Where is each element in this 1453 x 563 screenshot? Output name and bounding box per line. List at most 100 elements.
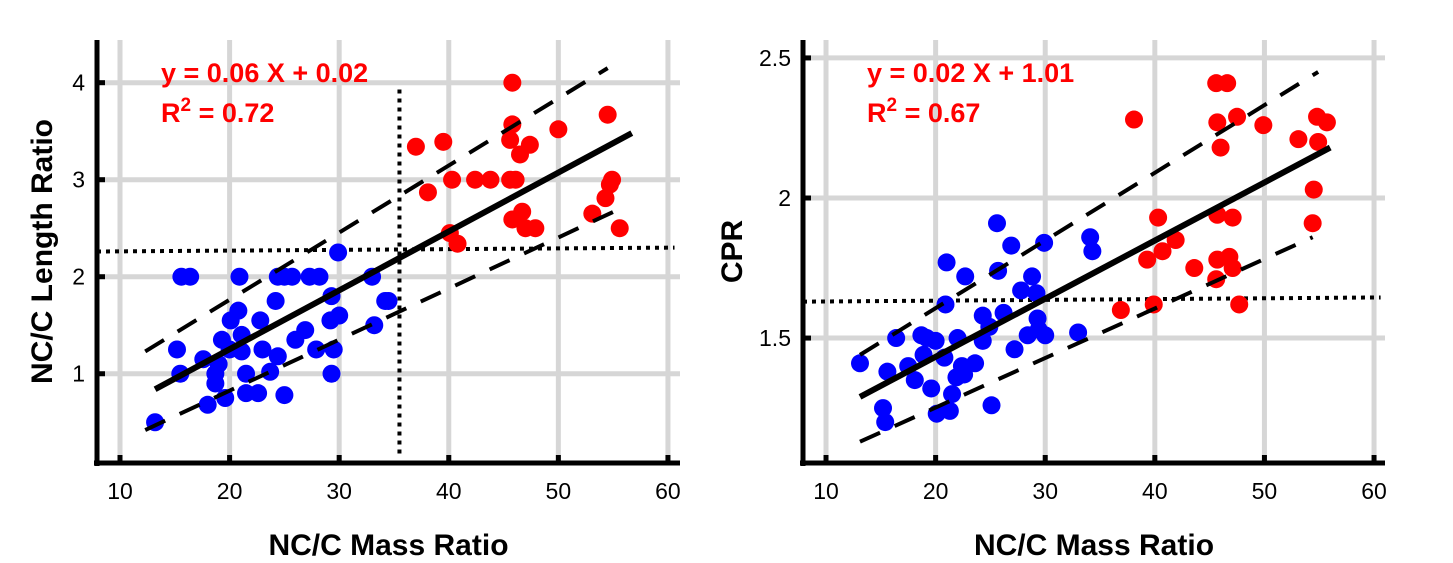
data-point-blue xyxy=(1081,228,1100,247)
data-point-blue xyxy=(850,354,869,373)
data-point-blue xyxy=(310,267,329,286)
r-squared-superscript: 2 xyxy=(887,95,898,116)
data-point-blue xyxy=(876,413,895,432)
data-point-red xyxy=(1289,130,1308,149)
x-tick-label: 20 xyxy=(217,478,243,504)
data-point-blue xyxy=(1029,320,1048,339)
r-squared-value: = 0.72 xyxy=(191,98,274,128)
data-point-red xyxy=(418,183,437,202)
data-point-red xyxy=(481,170,500,189)
x-tick-label: 60 xyxy=(655,478,681,504)
data-point-red xyxy=(520,135,539,154)
data-point-blue xyxy=(940,401,959,420)
data-point-blue xyxy=(230,267,249,286)
data-point-blue xyxy=(253,340,272,359)
data-point-red xyxy=(1149,208,1168,227)
x-tick-label: 20 xyxy=(923,478,949,504)
y-axis-title: NC/C Length Ratio xyxy=(26,119,59,384)
data-point-red xyxy=(1166,231,1185,250)
data-point-red xyxy=(1185,259,1204,278)
panel-2: 10 20 30 40 50 60 1.5 2 2.5 NC/C Mass Ratio CPR y =… xyxy=(716,40,1387,562)
data-point-blue xyxy=(237,364,256,383)
x-tick-label: 10 xyxy=(813,478,839,504)
data-point-red xyxy=(1218,74,1237,93)
data-point-red xyxy=(1303,214,1322,233)
data-point-red xyxy=(603,170,622,189)
y-tick-label: 2 xyxy=(778,185,791,211)
data-point-blue xyxy=(296,321,315,340)
data-point-blue xyxy=(268,347,287,366)
data-point-blue xyxy=(261,362,280,381)
data-point-red xyxy=(1125,110,1144,129)
confidence-band-upper xyxy=(144,66,609,354)
data-point-blue xyxy=(1023,267,1042,286)
regression-equation: y = 0.06 X + 0.02 xyxy=(161,58,368,88)
regression-equation: y = 0.02 X + 1.01 xyxy=(867,58,1074,88)
y-axis-title: CPR xyxy=(716,219,749,283)
data-point-red xyxy=(1223,259,1242,278)
x-axis-title: NC/C Mass Ratio xyxy=(268,529,508,562)
data-point-blue xyxy=(922,379,941,398)
data-point-blue xyxy=(937,253,956,272)
data-point-red xyxy=(1111,301,1130,320)
data-point-blue xyxy=(275,386,294,405)
data-point-blue xyxy=(956,267,975,286)
threshold-line-horizontal xyxy=(802,295,1381,304)
data-point-red xyxy=(466,170,485,189)
data-point-blue xyxy=(988,214,1006,233)
r-squared-label: R2 = 0.72 xyxy=(161,95,274,128)
data-point-blue xyxy=(943,385,962,404)
y-tick-label: 4 xyxy=(72,70,85,96)
data-point-blue xyxy=(307,340,326,359)
x-axis-title: NC/C Mass Ratio xyxy=(974,529,1214,562)
data-point-red xyxy=(513,202,532,221)
data-point-red xyxy=(1254,116,1273,135)
data-point-blue xyxy=(1002,236,1021,255)
confidence-band-lower xyxy=(144,206,623,432)
r-squared-value: = 0.67 xyxy=(897,98,980,128)
data-point-blue xyxy=(181,267,200,286)
data-point-red xyxy=(1309,132,1328,151)
data-point-blue xyxy=(1083,242,1102,261)
data-point-blue xyxy=(966,354,985,373)
data-point-red xyxy=(406,137,425,156)
data-point-blue xyxy=(1005,340,1024,359)
data-point-blue xyxy=(330,306,349,325)
r-squared-superscript: 2 xyxy=(181,95,192,116)
data-point-blue xyxy=(365,316,384,335)
r-squared-label: R2 = 0.67 xyxy=(867,95,980,128)
data-point-blue xyxy=(936,295,955,314)
y-tick-label: 3 xyxy=(72,167,85,193)
data-point-blue xyxy=(283,267,302,286)
data-point-blue xyxy=(167,340,186,359)
panel-1: 10 20 30 40 50 60 1 2 3 4 NC/C Mass Ratio NC/C Leng… xyxy=(26,40,681,562)
data-point-red xyxy=(506,170,525,189)
data-point-red xyxy=(448,234,467,253)
data-point-red xyxy=(434,132,453,151)
y-tick-label: 1.5 xyxy=(759,325,791,351)
confidence-band-upper xyxy=(858,70,1320,357)
regression-line xyxy=(858,144,1332,400)
data-point-blue xyxy=(878,362,897,381)
threshold-line-horizontal xyxy=(96,245,675,254)
data-point-blue xyxy=(1069,323,1088,342)
data-point-blue xyxy=(249,384,268,403)
x-tick-label: 40 xyxy=(436,478,462,504)
data-point-blue xyxy=(874,399,893,418)
data-point-red xyxy=(503,73,522,92)
data-point-blue xyxy=(982,396,1001,415)
data-point-red xyxy=(526,219,545,238)
x-tick-label: 50 xyxy=(1252,478,1278,504)
data-point-blue xyxy=(1012,281,1031,300)
data-point-blue xyxy=(266,291,285,310)
data-point-red xyxy=(1208,113,1227,132)
x-tick-label: 10 xyxy=(107,478,133,504)
y-tick-label: 1 xyxy=(72,361,85,387)
y-tick-label: 2.5 xyxy=(759,45,791,71)
data-point-red xyxy=(443,170,462,189)
x-tick-label: 40 xyxy=(1142,478,1168,504)
data-point-red xyxy=(1317,113,1336,132)
data-point-blue xyxy=(905,371,924,390)
data-point-red xyxy=(501,130,520,149)
data-point-blue xyxy=(955,365,974,384)
